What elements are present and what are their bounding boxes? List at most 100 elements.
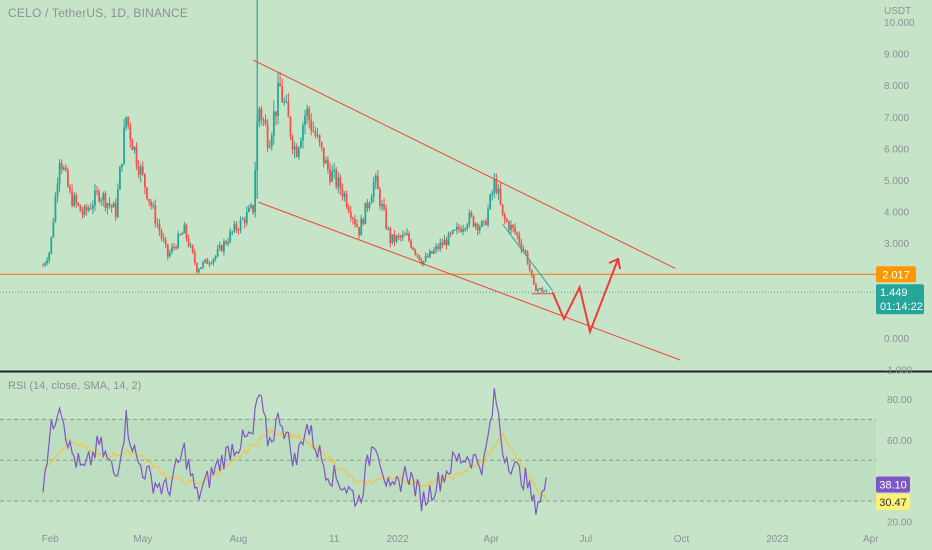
candle-body-8 bbox=[58, 163, 61, 185]
candle-body-167 bbox=[389, 228, 392, 243]
candle-body-4 bbox=[50, 237, 53, 253]
candle-body-88 bbox=[225, 241, 227, 244]
candle-body-136 bbox=[324, 159, 327, 164]
candle-body-90 bbox=[229, 231, 232, 243]
candle-body-213 bbox=[485, 221, 487, 225]
candle-body-217 bbox=[493, 179, 496, 193]
candle-body-199 bbox=[455, 226, 458, 230]
candle-body-71 bbox=[189, 245, 192, 247]
candle-body-86 bbox=[220, 245, 223, 252]
candle-body-219 bbox=[497, 188, 500, 193]
candle-body-7 bbox=[56, 184, 59, 196]
candle-body-121 bbox=[293, 146, 296, 150]
candle-body-221 bbox=[501, 204, 504, 215]
candle-body-5 bbox=[52, 221, 55, 238]
candle-body-32 bbox=[108, 203, 111, 206]
candle-body-82 bbox=[212, 258, 215, 264]
candle-body-200 bbox=[458, 226, 460, 230]
candle-body-228 bbox=[516, 232, 519, 236]
candle-body-235 bbox=[530, 269, 533, 276]
candle-body-232 bbox=[524, 250, 527, 253]
rsi-title: RSI (14, close, SMA, 14, 2) bbox=[8, 380, 142, 392]
candle-body-111 bbox=[272, 111, 275, 136]
candle-body-156 bbox=[366, 202, 369, 209]
candle-body-34 bbox=[112, 203, 115, 208]
symbol-title: CELO / TetherUS, 1D, BINANCE bbox=[8, 6, 189, 20]
wedge-upper-line bbox=[502, 223, 553, 291]
time-axis-tick-8: 2023 bbox=[766, 534, 789, 545]
candle-body-120 bbox=[291, 136, 294, 150]
candle-body-92 bbox=[233, 224, 236, 232]
candle-body-148 bbox=[349, 211, 352, 218]
candle-body-64 bbox=[175, 246, 177, 249]
candle-body-45 bbox=[135, 146, 138, 167]
candle-body-38 bbox=[121, 163, 123, 168]
candle-body-185 bbox=[426, 255, 429, 258]
candle-body-144 bbox=[341, 189, 344, 197]
candle-body-67 bbox=[181, 233, 184, 235]
candle-body-119 bbox=[289, 117, 292, 137]
candle-body-157 bbox=[368, 203, 371, 209]
candle-body-234 bbox=[528, 263, 531, 270]
price-axis-tick-4: 6.000 bbox=[884, 144, 909, 155]
candle-body-141 bbox=[335, 169, 338, 187]
candle-body-105 bbox=[260, 108, 263, 120]
candle-body-150 bbox=[354, 219, 356, 225]
candle-body-93 bbox=[235, 224, 238, 230]
candle-body-106 bbox=[262, 119, 265, 121]
last-price-label: 1.449 bbox=[880, 287, 908, 299]
candle-body-27 bbox=[98, 191, 101, 201]
rsi-value-label-bg bbox=[876, 476, 910, 493]
candle-body-143 bbox=[339, 177, 342, 190]
candle-body-171 bbox=[397, 235, 400, 237]
rsi-axis-tick-0: 80.00 bbox=[887, 395, 912, 406]
candle-body-210 bbox=[478, 226, 481, 231]
candle-body-175 bbox=[406, 233, 408, 236]
candle-body-108 bbox=[266, 124, 269, 148]
candle-body-52 bbox=[150, 201, 153, 207]
candle-body-33 bbox=[110, 205, 113, 208]
candle-body-142 bbox=[337, 177, 340, 187]
candle-body-162 bbox=[379, 189, 381, 207]
candle-body-117 bbox=[285, 101, 288, 103]
candle-body-242 bbox=[545, 290, 548, 292]
candle-body-230 bbox=[520, 242, 523, 250]
candle-body-59 bbox=[164, 239, 167, 245]
projection-arrow-head bbox=[608, 257, 622, 270]
candle-body-214 bbox=[487, 208, 489, 225]
candle-body-174 bbox=[403, 234, 406, 236]
candle-body-3 bbox=[48, 252, 51, 261]
candle-body-65 bbox=[177, 234, 180, 249]
candle-body-123 bbox=[297, 147, 300, 157]
candle-body-173 bbox=[401, 234, 404, 238]
candle-body-165 bbox=[385, 209, 388, 229]
candle-body-203 bbox=[464, 228, 467, 230]
candle-body-195 bbox=[447, 233, 450, 246]
candle-body-159 bbox=[372, 182, 375, 198]
candle-body-49 bbox=[143, 173, 146, 188]
candle-body-51 bbox=[148, 198, 150, 202]
candle-body-125 bbox=[302, 125, 304, 141]
candle-body-19 bbox=[81, 211, 84, 215]
candle-body-12 bbox=[67, 170, 69, 187]
candle-body-24 bbox=[91, 205, 94, 209]
rsi-axis-tick-1: 60.00 bbox=[887, 436, 912, 447]
currency-unit: USDT bbox=[884, 6, 912, 17]
candle-body-21 bbox=[85, 206, 88, 211]
candle-body-91 bbox=[231, 231, 234, 233]
candle-body-154 bbox=[362, 218, 365, 225]
candle-body-94 bbox=[237, 229, 240, 231]
candle-body-81 bbox=[210, 263, 213, 265]
rsi-axis-tick-2: 20.00 bbox=[887, 517, 912, 528]
candle-body-194 bbox=[445, 239, 448, 246]
candle-body-87 bbox=[223, 241, 225, 252]
candle-body-57 bbox=[160, 231, 163, 238]
candle-body-241 bbox=[543, 291, 546, 293]
candle-body-204 bbox=[466, 224, 469, 229]
candle-body-63 bbox=[173, 246, 175, 248]
candle-body-222 bbox=[503, 214, 506, 220]
candle-body-83 bbox=[214, 255, 217, 259]
candle-body-218 bbox=[495, 179, 498, 193]
candle-body-47 bbox=[139, 166, 142, 175]
